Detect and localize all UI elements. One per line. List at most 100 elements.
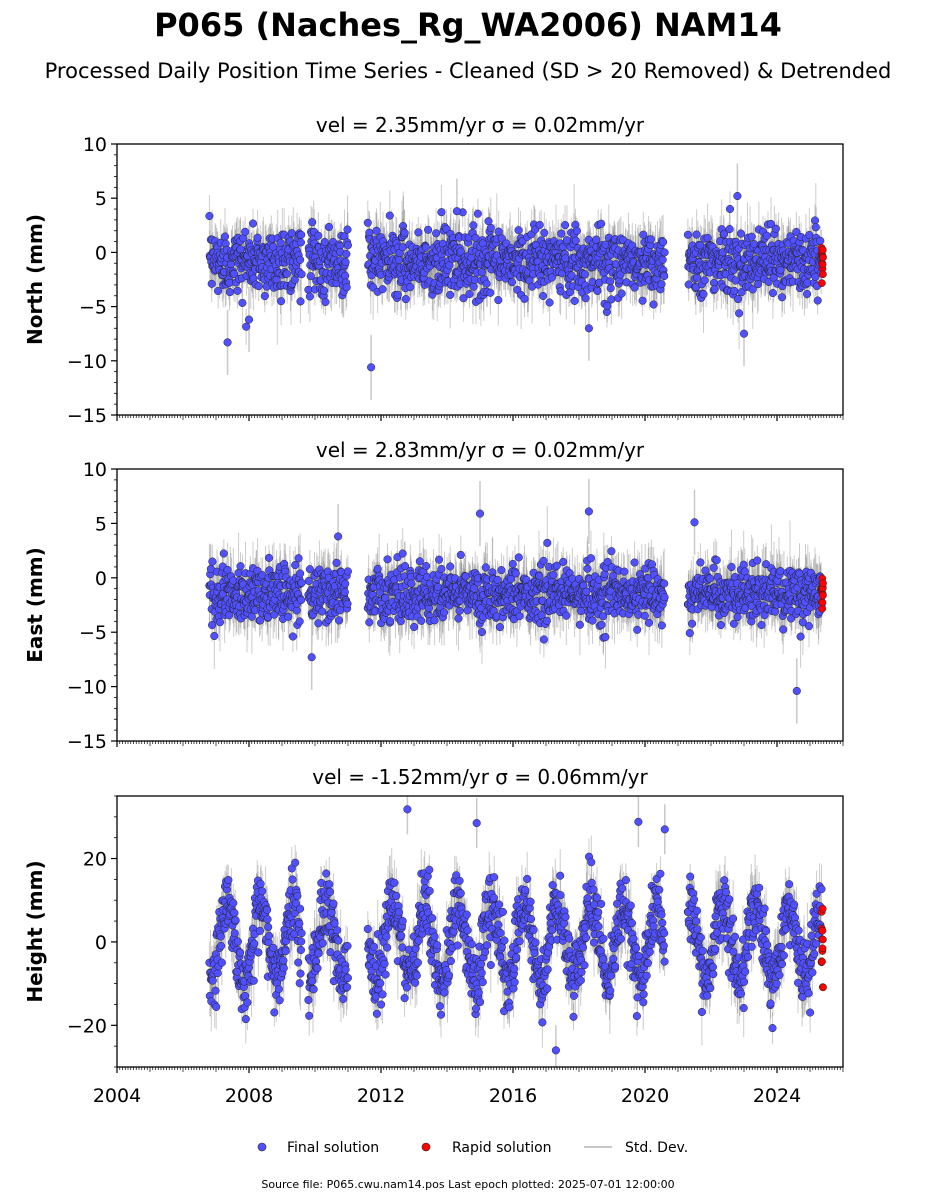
final-point (421, 243, 430, 252)
final-point (731, 276, 740, 285)
final-point (484, 217, 493, 226)
final-point (287, 229, 296, 238)
final-point (571, 236, 580, 245)
final-point (248, 219, 258, 228)
final-point (535, 220, 544, 229)
final-point (207, 279, 216, 288)
final-point (733, 295, 743, 304)
final-solution-points (205, 507, 826, 696)
final-point (776, 265, 785, 274)
final-point (630, 283, 639, 292)
final-point (813, 296, 822, 305)
final-point (683, 230, 692, 239)
final-point (264, 553, 274, 562)
final-point (593, 286, 602, 296)
final-point (241, 227, 250, 236)
chart-subtitle: Processed Daily Position Time Series - C… (45, 59, 892, 83)
final-point (297, 270, 306, 279)
final-point (214, 286, 223, 296)
final-point (446, 290, 455, 299)
final-point (748, 285, 757, 294)
final-point (314, 231, 323, 240)
final-point (473, 209, 482, 218)
outlier-point (452, 207, 461, 216)
final-point (658, 255, 667, 264)
final-point (649, 300, 658, 309)
final-point (816, 236, 825, 245)
final-point (719, 230, 729, 239)
final-point (233, 286, 242, 295)
final-point (342, 249, 351, 259)
final-point (768, 288, 777, 298)
final-point (735, 309, 744, 318)
plot-area (205, 478, 827, 724)
final-point (699, 290, 708, 299)
final-point (617, 289, 626, 298)
final-point (297, 230, 306, 239)
velocity-annotation: vel = 2.35mm/yr σ = 0.02mm/yr (316, 113, 645, 137)
final-point (482, 279, 491, 288)
final-point (343, 241, 352, 250)
final-point (230, 269, 239, 278)
final-point (747, 232, 756, 241)
final-point (805, 230, 814, 240)
final-point (692, 273, 702, 282)
final-point (424, 225, 433, 234)
final-point (700, 276, 709, 285)
outlier-point (367, 363, 376, 372)
final-point (606, 284, 615, 293)
final-point (215, 618, 225, 627)
final-point (497, 234, 506, 243)
final-point (459, 294, 468, 303)
y-tick-label: 5 (95, 188, 107, 210)
final-point (401, 295, 410, 304)
final-point (657, 280, 666, 289)
final-point (305, 292, 314, 301)
final-point (320, 237, 329, 247)
final-point (811, 223, 820, 232)
final-point (220, 232, 230, 241)
final-point (592, 235, 601, 244)
final-point (208, 621, 217, 630)
final-point (540, 228, 549, 237)
final-point (762, 231, 771, 240)
final-point (703, 233, 712, 243)
final-point (247, 612, 256, 621)
final-point (710, 284, 719, 293)
final-point (607, 295, 616, 304)
final-point (792, 227, 801, 237)
outlier-point (733, 191, 742, 201)
y-tick-label: 0 (95, 242, 107, 264)
final-point (308, 218, 317, 227)
final-point (343, 225, 352, 234)
y-axis: 10 5 0 −5 −10 −15 (67, 134, 117, 427)
final-point (507, 278, 517, 287)
final-point (341, 271, 350, 280)
y-axis-label: North (mm) (23, 214, 47, 345)
final-point (803, 289, 812, 299)
final-point (514, 226, 523, 235)
final-point (561, 254, 570, 263)
final-point (737, 288, 746, 297)
final-point (766, 219, 776, 228)
final-point (223, 565, 232, 574)
outlier-point (223, 338, 232, 347)
final-point (269, 242, 278, 251)
final-point (406, 283, 415, 292)
rapid-point (819, 270, 827, 279)
rapid-solution-points (817, 244, 827, 287)
final-point (256, 616, 265, 625)
final-point (205, 211, 214, 221)
final-point (811, 272, 820, 281)
final-point (730, 286, 739, 295)
final-point (210, 631, 219, 641)
final-point (319, 286, 329, 295)
final-point (486, 288, 495, 297)
final-point (692, 230, 701, 239)
final-point (414, 228, 423, 237)
final-point (342, 283, 351, 292)
final-point (606, 277, 615, 286)
final-point (208, 557, 217, 566)
final-point (260, 292, 269, 301)
